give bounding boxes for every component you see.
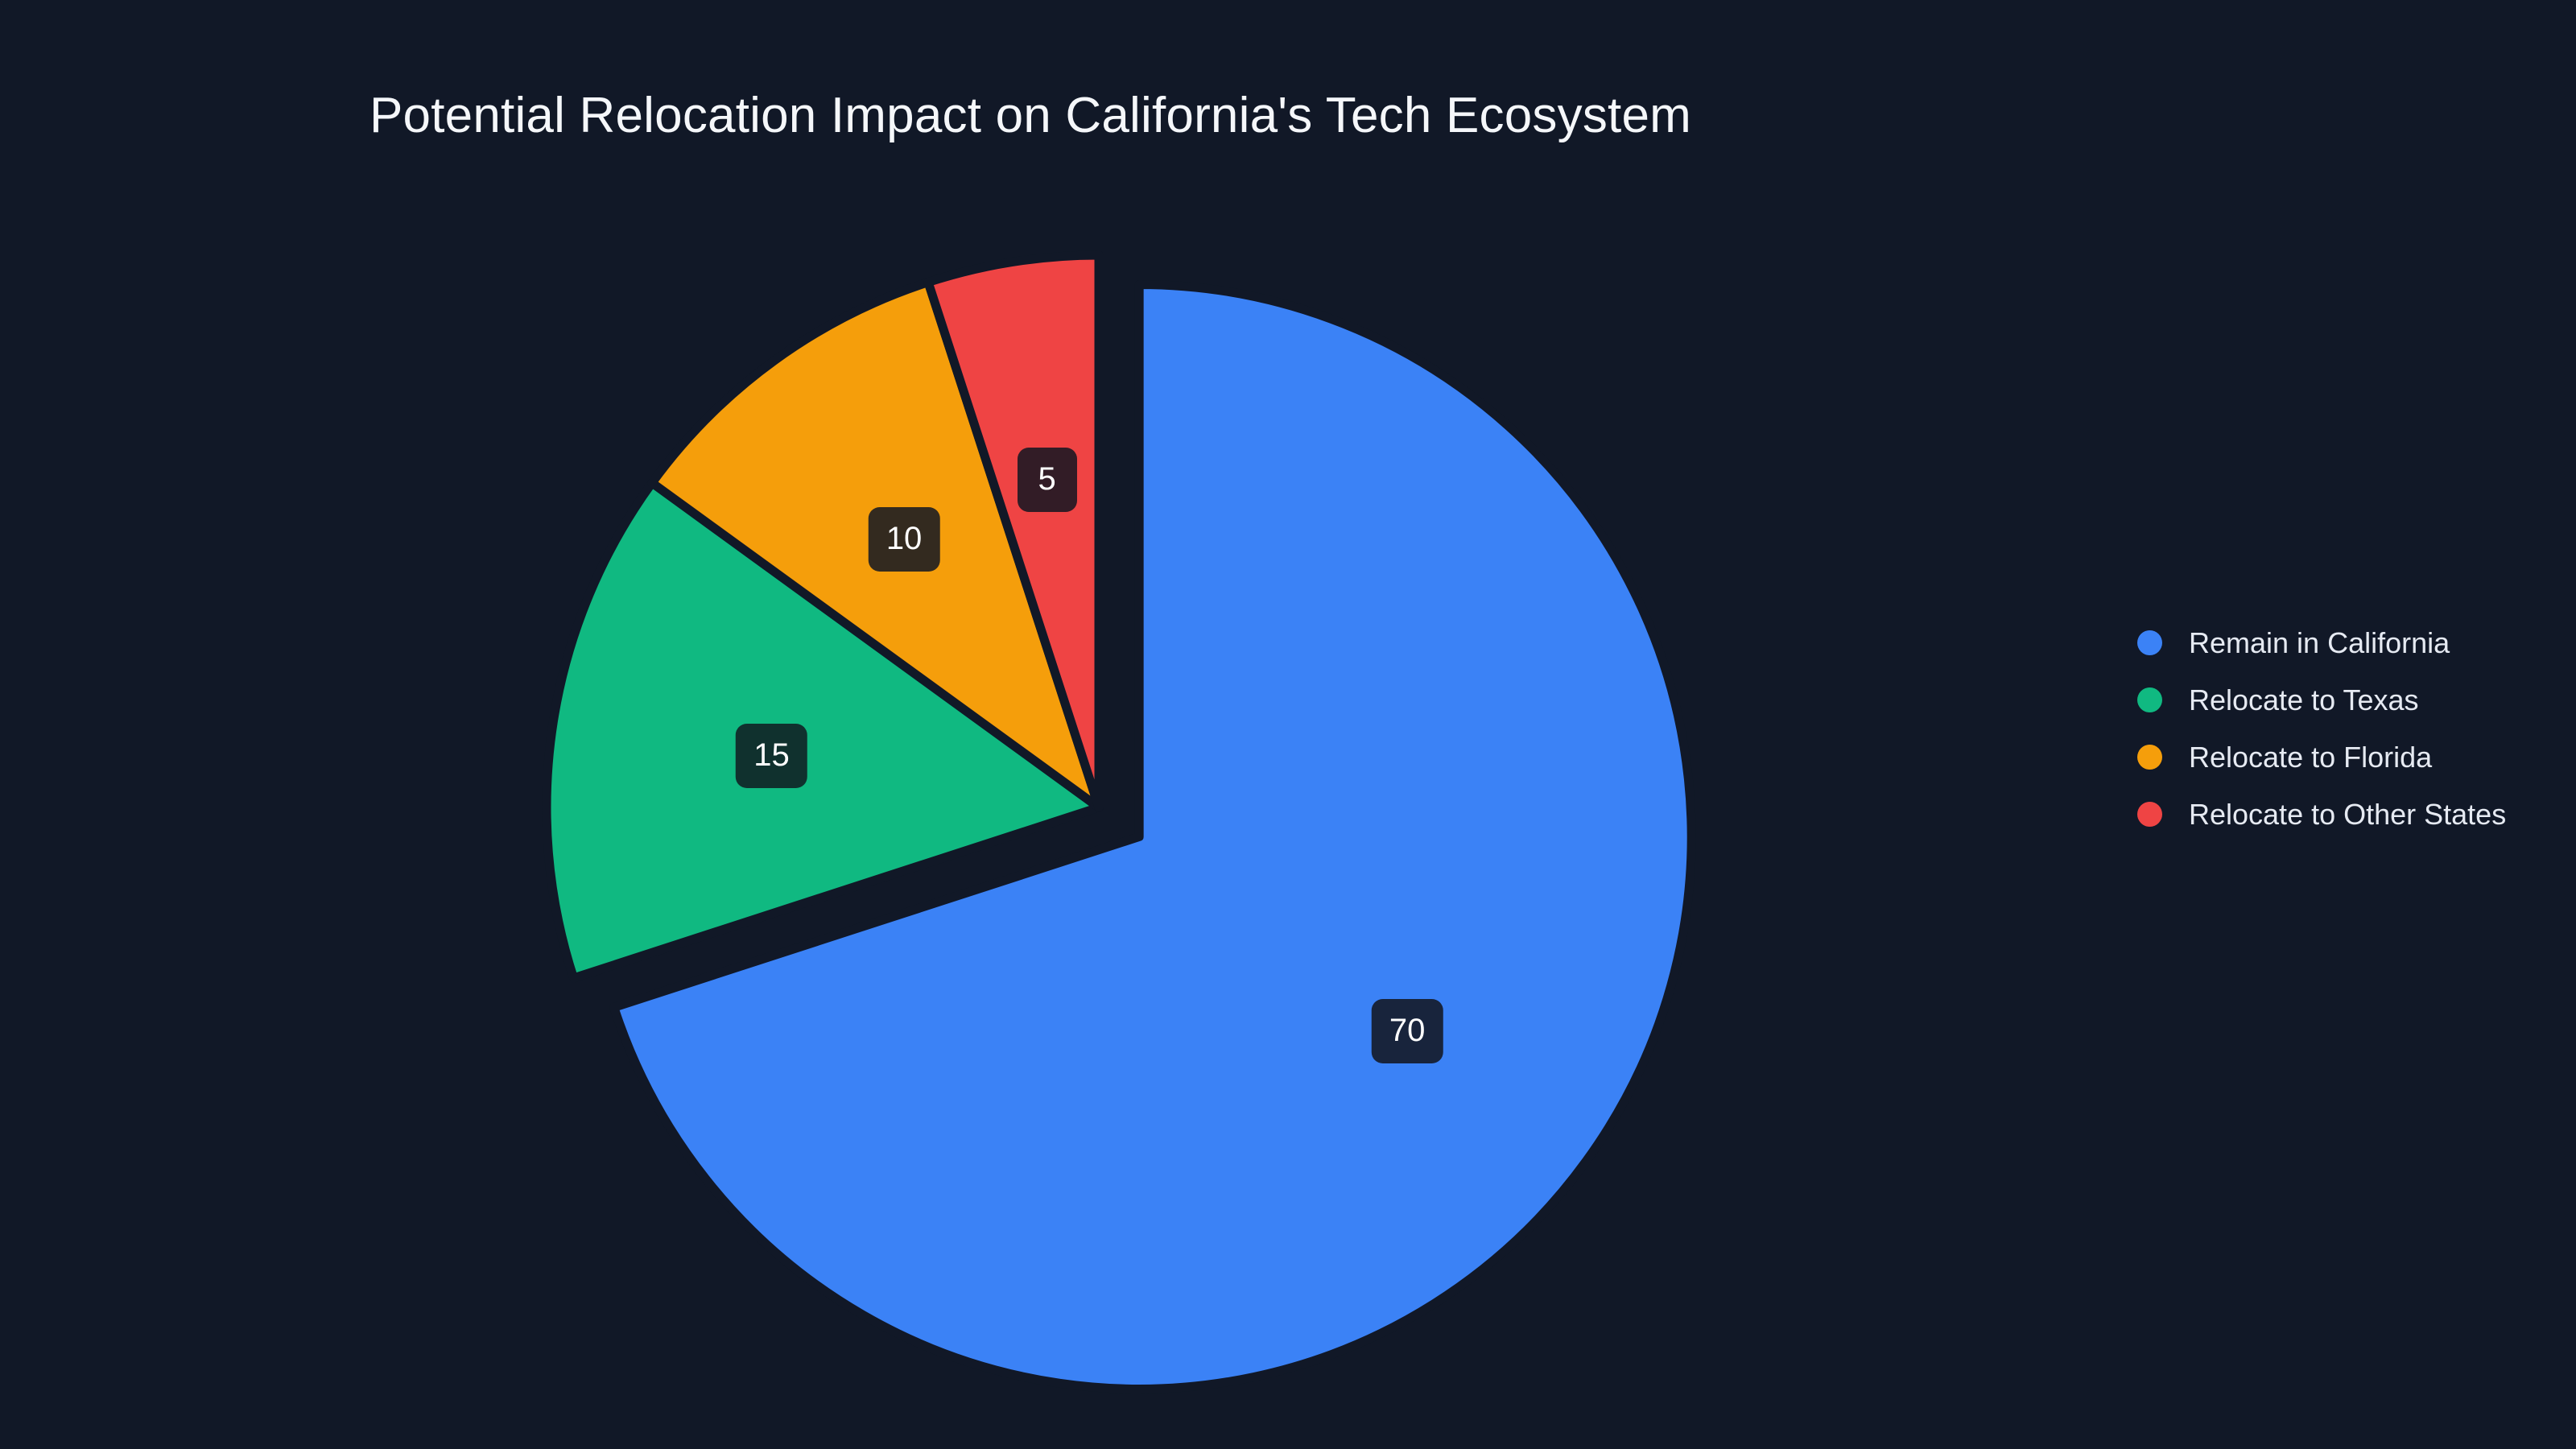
pie-slice-value-label: 15 [736,723,807,788]
legend-item[interactable]: Relocate to Florida [2137,729,2506,786]
legend-item[interactable]: Relocate to Texas [2137,671,2506,729]
pie-slice-value-label: 5 [1017,448,1077,513]
legend-color-swatch-icon [2137,630,2162,655]
pie-slice[interactable] [923,250,1104,812]
legend-item[interactable]: Relocate to Other States [2137,786,2506,843]
legend-item-label: Relocate to Other States [2189,797,2507,831]
pie-slice-value-label: 10 [868,507,940,572]
legend-item-label: Remain in California [2189,625,2450,659]
legend-color-swatch-icon [2137,745,2162,770]
legend-color-swatch-icon [2137,802,2162,827]
pie-slice[interactable] [542,478,1104,983]
chart-title: Potential Relocation Impact on Californi… [369,88,1691,143]
legend-item-label: Relocate to Texas [2189,683,2419,716]
pie-slice-value-label: 70 [1371,999,1443,1064]
pie-slice[interactable] [609,279,1696,1393]
legend-item[interactable]: Remain in California [2137,614,2506,671]
legend-item-label: Relocate to Florida [2189,740,2433,774]
chart-legend: Remain in California Relocate to Texas Rel… [2137,614,2506,843]
legend-color-swatch-icon [2137,687,2162,712]
